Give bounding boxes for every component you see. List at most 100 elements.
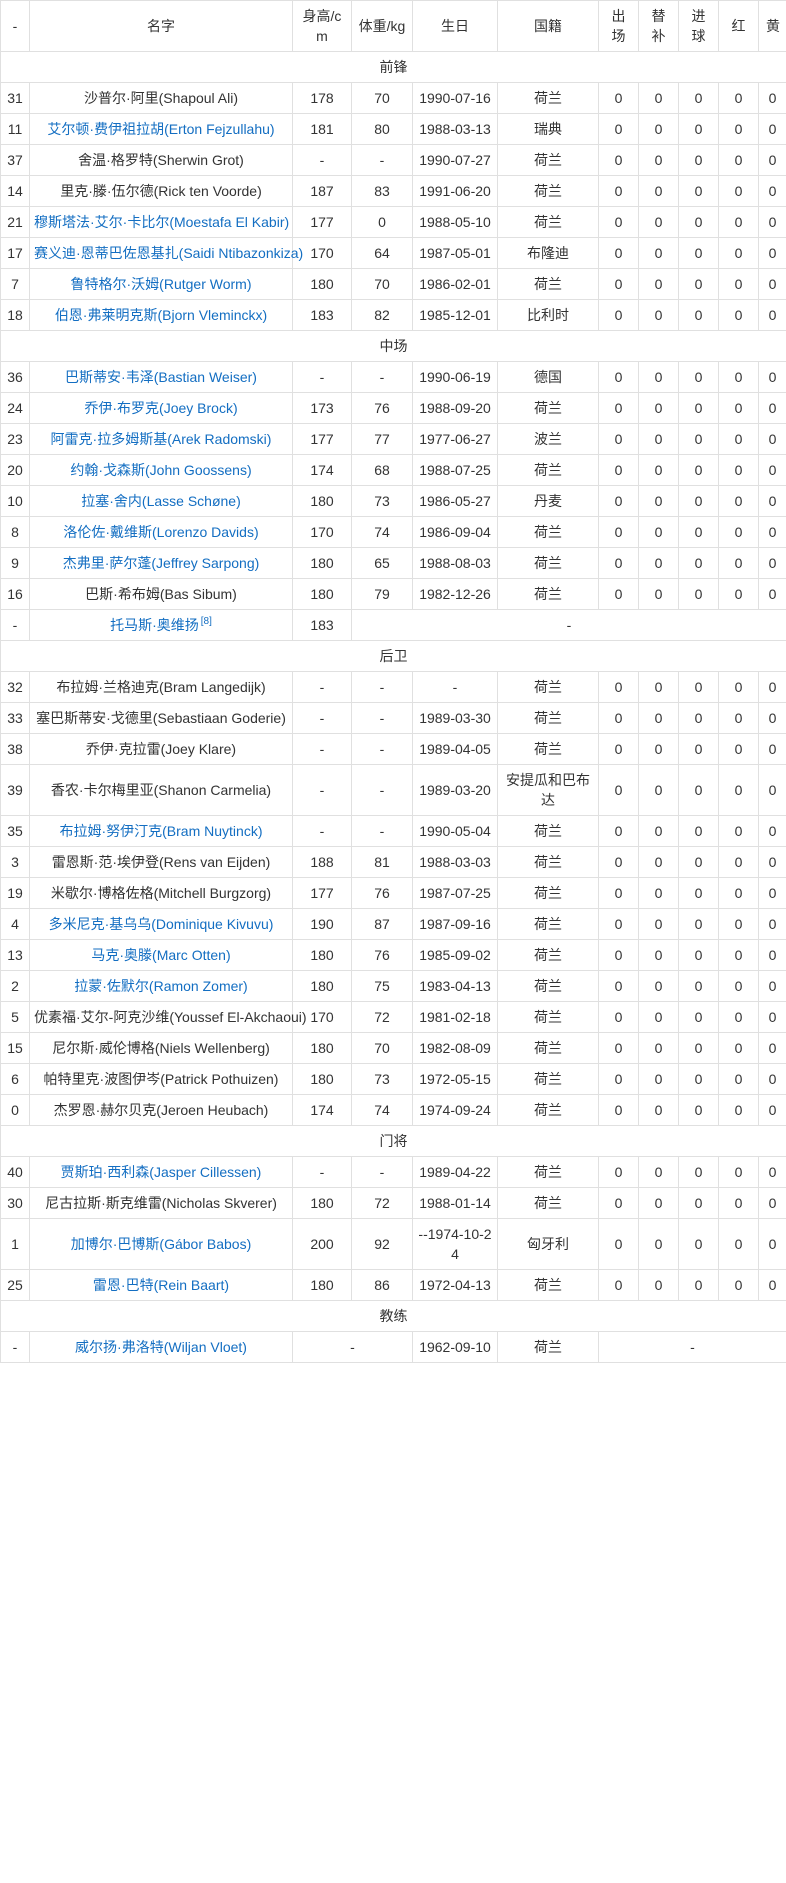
player-weight-cell: - — [351, 702, 413, 734]
player-name-link[interactable]: 雷恩·巴特(Rein Baart) — [92, 1277, 230, 1293]
player-red-cards-cell: 0 — [718, 733, 759, 765]
player-weight-cell: - — [351, 361, 413, 393]
player-nationality-cell: 匈牙利 — [497, 1218, 599, 1270]
player-substitutions-cell: 0 — [638, 423, 679, 455]
player-name-cell: 威尔扬·弗洛特(Wiljan Vloet) — [29, 1331, 293, 1363]
player-name-link[interactable]: 多米尼克·基乌乌(Dominique Kivuvu) — [48, 916, 274, 932]
player-row: 9 杰弗里·萨尔蓬(Jeffrey Sarpong) 180 65 1988-08-03… — [0, 547, 786, 579]
player-height-cell: 180 — [292, 268, 352, 300]
player-birthday-cell: 1974-09-24 — [412, 1094, 498, 1126]
player-weight-cell: 77 — [351, 423, 413, 455]
player-name-link[interactable]: 伯恩·弗莱明克斯(Bjorn Vleminckx) — [54, 307, 268, 323]
player-substitutions-cell: 0 — [638, 485, 679, 517]
player-name-link[interactable]: 艾尔顿·费伊祖拉胡(Erton Fejzullahu) — [47, 121, 275, 137]
player-appearances-cell: 0 — [598, 908, 639, 940]
player-name-text: 布拉姆·兰格迪克(Bram Langedijk) — [56, 679, 266, 695]
player-name-link[interactable]: 布拉姆·努伊汀克(Bram Nuytinck) — [59, 823, 263, 839]
player-appearances-cell: 0 — [598, 144, 639, 176]
player-row: 32 布拉姆·兰格迪克(Bram Langedijk) - - - 荷兰 0 0 0 0 0 — [0, 671, 786, 703]
player-name-link[interactable]: 乔伊·布罗克(Joey Brock) — [84, 400, 238, 416]
player-nationality-cell: 荷兰 — [497, 815, 599, 847]
player-red-cards-cell: 0 — [718, 1094, 759, 1126]
player-substitutions-cell: 0 — [638, 908, 679, 940]
player-appearances-cell: 0 — [598, 392, 639, 424]
player-substitutions-cell: 0 — [638, 1187, 679, 1219]
player-name-link[interactable]: 赛义迪·恩蒂巴佐恩基扎(Saidi Ntibazonkiza) — [34, 245, 304, 261]
player-goals-cell: 0 — [678, 908, 719, 940]
player-goals-cell: 0 — [678, 1269, 719, 1301]
player-name-link[interactable]: 托马斯·奥维扬 — [110, 617, 199, 633]
player-substitutions-cell: 0 — [638, 1269, 679, 1301]
player-nationality-cell: 荷兰 — [497, 392, 599, 424]
player-goals-cell: 0 — [678, 846, 719, 878]
player-nationality-cell: 荷兰 — [497, 1187, 599, 1219]
player-name-cell: 拉蒙·佐默尔(Ramon Zomer) — [29, 970, 293, 1002]
player-row: 2 拉蒙·佐默尔(Ramon Zomer) 180 75 1983-04-13 荷兰 0 0 0… — [0, 970, 786, 1002]
player-number-cell: 18 — [0, 299, 30, 331]
player-name-link[interactable]: 穆斯塔法·艾尔·卡比尔(Moestafa El Kabir) — [34, 214, 290, 230]
player-number-cell: 15 — [0, 1032, 30, 1064]
player-yellow-cards-cell: 0 — [758, 1032, 786, 1064]
player-height-cell: 200 — [292, 1218, 352, 1270]
player-appearances-cell: 0 — [598, 547, 639, 579]
player-height-cell: 173 — [292, 392, 352, 424]
player-name-link[interactable]: 约翰·戈森斯(John Goossens) — [70, 462, 252, 478]
player-number-cell: 31 — [0, 82, 30, 114]
player-weight-cell: - — [351, 733, 413, 765]
player-goals-cell: 0 — [678, 733, 719, 765]
player-name-cell: 杰弗里·萨尔蓬(Jeffrey Sarpong) — [29, 547, 293, 579]
player-red-cards-cell: 0 — [718, 970, 759, 1002]
player-yellow-cards-cell: 0 — [758, 671, 786, 703]
player-goals-cell: 0 — [678, 206, 719, 238]
player-birthday-cell: 1990-07-27 — [412, 144, 498, 176]
player-yellow-cards-cell: 0 — [758, 877, 786, 909]
player-red-cards-cell: 0 — [718, 113, 759, 145]
player-red-cards-cell: 0 — [718, 144, 759, 176]
player-name-link[interactable]: 鲁特格尔·沃姆(Rutger Worm) — [70, 276, 252, 292]
player-birthday-cell: 1983-04-13 — [412, 970, 498, 1002]
player-appearances-cell: 0 — [598, 361, 639, 393]
player-height-cell: 174 — [292, 1094, 352, 1126]
player-row: 4 多米尼克·基乌乌(Dominique Kivuvu) 190 87 1987-09-… — [0, 908, 786, 940]
player-nationality-cell: 荷兰 — [497, 1269, 599, 1301]
player-name-text: 雷恩斯·范·埃伊登(Rens van Eijden) — [51, 854, 271, 870]
player-name-link[interactable]: 拉蒙·佐默尔(Ramon Zomer) — [74, 978, 248, 994]
player-name-link[interactable]: 杰弗里·萨尔蓬(Jeffrey Sarpong) — [62, 555, 260, 571]
player-name-link[interactable]: 加博尔·巴博斯(Gábor Babos) — [70, 1236, 252, 1252]
player-yellow-cards-cell: 0 — [758, 1218, 786, 1270]
player-weight-cell: 73 — [351, 485, 413, 517]
player-yellow-cards-cell: 0 — [758, 1156, 786, 1188]
player-goals-cell: 0 — [678, 454, 719, 486]
player-goals-cell: 0 — [678, 815, 719, 847]
player-row: 15 尼尔斯·威伦博格(Niels Wellenberg) 180 70 1982-08… — [0, 1032, 786, 1064]
player-name-link[interactable]: 巴斯蒂安·韦泽(Bastian Weiser) — [65, 369, 257, 385]
player-yellow-cards-cell: 0 — [758, 175, 786, 207]
player-name-link[interactable]: 拉塞·舍内(Lasse Schøne) — [81, 493, 241, 509]
player-yellow-cards-cell: 0 — [758, 82, 786, 114]
player-birthday-cell: 1991-06-20 — [412, 175, 498, 207]
section-header-row: 后卫 — [0, 640, 786, 672]
player-name-link[interactable]: 贾斯珀·西利森(Jasper Cillessen) — [60, 1164, 262, 1180]
player-height-cell: 170 — [292, 1001, 352, 1033]
player-substitutions-cell: 0 — [638, 1156, 679, 1188]
player-birthday-cell: - — [412, 671, 498, 703]
player-row: 31 沙普尔·阿里(Shapoul Ali) 178 70 1990-07-16 荷兰 0 0… — [0, 82, 786, 114]
section-header-row: 教练 — [0, 1300, 786, 1332]
reference-link[interactable]: [8] — [200, 616, 212, 628]
player-name-link[interactable]: 马克·奥滕(Marc Otten) — [91, 947, 231, 963]
player-red-cards-cell: 0 — [718, 671, 759, 703]
player-birthday-cell: 1987-05-01 — [412, 237, 498, 269]
player-name-link[interactable]: 威尔扬·弗洛特(Wiljan Vloet) — [75, 1339, 247, 1355]
player-number-cell: 38 — [0, 733, 30, 765]
player-appearances-cell: 0 — [598, 970, 639, 1002]
player-row: 8 洛伦佐·戴维斯(Lorenzo Davids) 170 74 1986-09-04 荷… — [0, 516, 786, 548]
player-red-cards-cell: 0 — [718, 1269, 759, 1301]
player-name-link[interactable]: 洛伦佐·戴维斯(Lorenzo Davids) — [63, 524, 259, 540]
player-birthday-cell: 1988-09-20 — [412, 392, 498, 424]
player-yellow-cards-cell: 0 — [758, 908, 786, 940]
player-name-link[interactable]: 阿雷克·拉多姆斯基(Arek Radomski) — [50, 431, 272, 447]
player-weight-cell: 76 — [351, 392, 413, 424]
player-height-cell: 180 — [292, 485, 352, 517]
player-weight-cell: 75 — [351, 970, 413, 1002]
player-yellow-cards-cell: 0 — [758, 1063, 786, 1095]
